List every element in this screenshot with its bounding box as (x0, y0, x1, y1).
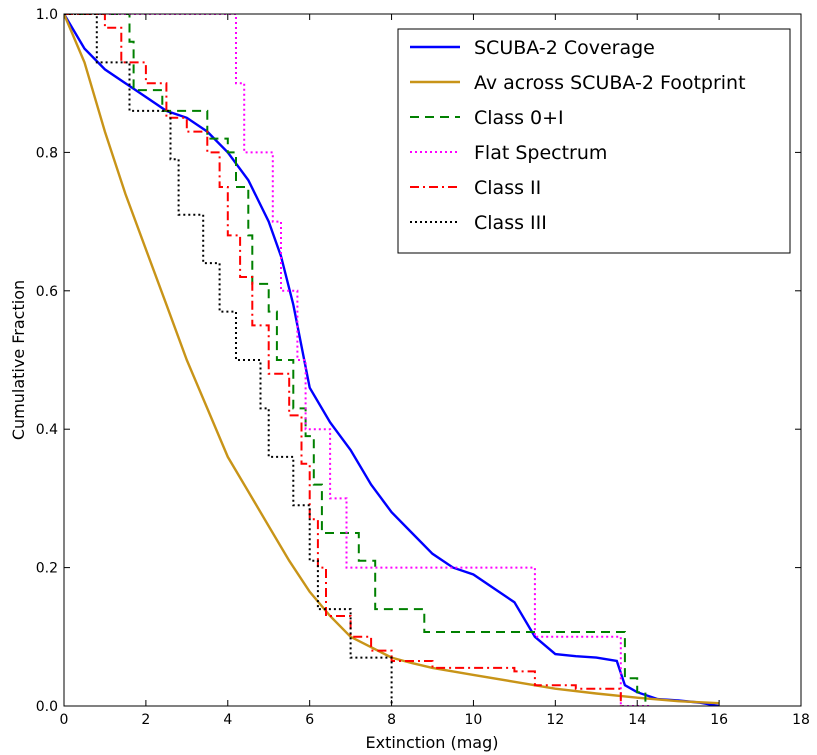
x-tick-label: 18 (792, 712, 810, 728)
y-tick-label: 0.0 (36, 699, 58, 715)
x-tick-label: 10 (465, 712, 483, 728)
legend-label: Class 0+I (474, 107, 564, 129)
x-tick-label: 16 (710, 712, 728, 728)
y-tick-label: 1.0 (36, 7, 58, 23)
x-tick-label: 12 (546, 712, 564, 728)
legend-box (397, 28, 791, 254)
legend-label: Flat Spectrum (474, 142, 607, 164)
x-tick-label: 8 (387, 712, 396, 728)
legend-label: Av across SCUBA-2 Footprint (474, 72, 746, 94)
y-tick-label: 0.6 (36, 284, 58, 300)
legend-label: Class II (474, 177, 541, 199)
y-axis-label: Cumulative Fraction (9, 280, 28, 440)
series-line-5 (64, 14, 393, 706)
legend: SCUBA-2 Coverage Av across SCUBA-2 Footpr… (397, 28, 791, 254)
y-tick-label: 0.2 (36, 561, 58, 577)
legend-label: Class III (474, 212, 547, 234)
x-axis-label: Extinction (mag) (366, 733, 499, 752)
series-line-2 (64, 14, 647, 706)
x-tick-label: 4 (223, 712, 232, 728)
x-tick-label: 2 (141, 712, 150, 728)
x-tick-label: 14 (628, 712, 646, 728)
x-tick-label: 0 (60, 712, 69, 728)
axes: 0 2 4 6 8 10 12 14 16 18 0.0 0.2 0.4 0.6 0.8 1.0 (36, 7, 810, 728)
plot-area (64, 14, 720, 706)
x-tick-label: 6 (305, 712, 314, 728)
y-tick-label: 0.4 (36, 422, 58, 438)
series-line-0 (64, 14, 720, 706)
y-tick-label: 0.8 (36, 145, 58, 161)
plot-frame (63, 13, 802, 707)
legend-label: SCUBA-2 Coverage (474, 37, 655, 59)
